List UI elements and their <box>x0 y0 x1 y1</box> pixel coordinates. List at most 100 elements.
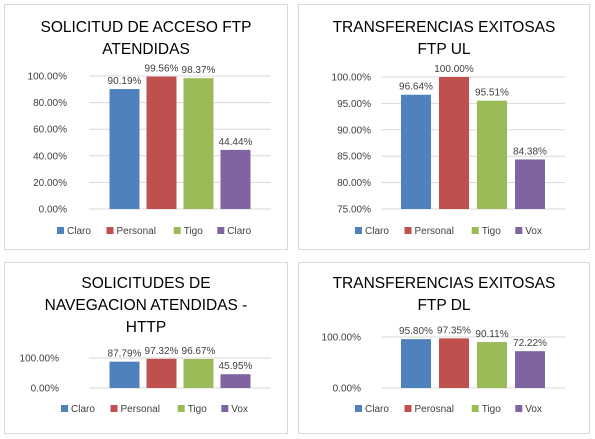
data-label: 45.95% <box>219 361 253 372</box>
legend-label: Claro <box>365 226 389 237</box>
legend-label: Vox <box>525 404 542 415</box>
legend-swatch <box>110 405 118 412</box>
legend-swatch <box>217 227 225 234</box>
chart-svg: 0.00% 100.00% 95.80% 97.35% 90.11% 72.22% Clar… <box>322 325 565 415</box>
data-label: 72.22% <box>513 338 547 349</box>
data-label: 98.37% <box>182 65 216 76</box>
legend-swatch <box>355 227 362 234</box>
y-tick-label: 80.00% <box>337 178 371 189</box>
y-tick-label: 95.00% <box>337 99 371 110</box>
bar-tigo <box>183 78 214 209</box>
y-tick-label: 100.00% <box>332 73 372 84</box>
y-tick-label: 60.00% <box>33 125 67 136</box>
chart-title: SOLICITUDES DE NAVEGACION ATENDIDAS - HT… <box>5 273 287 339</box>
chart-title-line: SOLICITUD DE ACCESO FTP <box>40 19 252 36</box>
bar-perosnal <box>439 338 469 388</box>
data-label: 99.56% <box>145 64 179 75</box>
legend-label: Personal <box>121 404 160 415</box>
data-label: 95.80% <box>399 326 433 337</box>
bar-tigo <box>183 358 214 388</box>
legend-label: Claro <box>67 226 91 237</box>
legend-swatch <box>57 227 64 234</box>
data-label: 100.00% <box>434 64 474 75</box>
data-label: 84.38% <box>513 146 547 157</box>
bar-vox <box>220 374 251 388</box>
bar-vox <box>515 351 545 388</box>
data-label: 90.11% <box>475 329 508 340</box>
y-tick-label: 40.00% <box>33 151 67 162</box>
legend-label: Tigo <box>184 226 204 237</box>
bar-personal <box>146 76 177 209</box>
y-tick-label: 100.00% <box>20 354 60 365</box>
legend-swatch <box>471 227 479 234</box>
legend-swatch <box>177 405 185 412</box>
legend-swatch <box>515 405 523 412</box>
legend-label: Claro <box>365 404 389 415</box>
data-label: 44.44% <box>219 137 253 148</box>
chart-svg: 75.00%80.00%85.00%90.00%95.00%100.00%96.… <box>332 64 565 237</box>
legend-label: Claro <box>71 404 95 415</box>
y-tick-label: 90.00% <box>337 125 371 136</box>
legend-swatch <box>106 227 114 234</box>
legend-swatch <box>173 227 181 234</box>
chart-title: TRANSFERENCIAS EXITOSAS FTP DL <box>299 273 589 317</box>
bar-personal <box>146 358 177 388</box>
chart-title-line: SOLICITUDES DE <box>81 275 211 292</box>
data-label: 96.67% <box>182 346 216 357</box>
chart-panel-ftp-ul: 75.00% 80.00% 85.00% 90.00% 95.00% 100.00% 96.… <box>298 4 590 250</box>
y-tick-label: 100.00% <box>28 72 68 83</box>
chart-title-line: TRANSFERENCIAS EXITOSAS <box>332 19 556 36</box>
legend-swatch <box>471 405 479 412</box>
legend-label: Claro <box>227 226 251 237</box>
chart-svg: 0.00% 20.00% 40.00% 60.00% 80.00% 100.00% 90.1… <box>28 64 271 237</box>
legend-swatch <box>404 405 412 412</box>
bar-claro <box>401 339 431 388</box>
y-tick-label: 0.00% <box>31 384 59 395</box>
legend-swatch <box>221 405 229 412</box>
chart-title: SOLICITUD DE ACCESO FTP ATENDIDAS <box>5 17 287 61</box>
bar-vox <box>515 159 545 209</box>
legend-label: Personal <box>117 226 156 237</box>
y-tick-label: 80.00% <box>33 98 67 109</box>
y-tick-label: 0.00% <box>39 205 67 216</box>
legend-label: Personal <box>415 226 454 237</box>
legend-label: Perosnal <box>415 404 454 415</box>
bar-claro <box>109 89 140 209</box>
legend-swatch <box>355 405 362 412</box>
y-tick-label: 20.00% <box>33 178 67 189</box>
chart-panel-ftp-dl: 0.00% 100.00% 95.80% 97.35% 90.11% 72.22% Clar… <box>298 262 590 434</box>
chart-title-line: TRANSFERENCIAS EXITOSAS <box>332 275 556 292</box>
legend-swatch <box>61 405 68 412</box>
y-tick-label: 75.00% <box>337 205 371 216</box>
legend-label: Tigo <box>188 404 208 415</box>
legend-label: Vox <box>231 404 248 415</box>
legend-swatch <box>515 227 523 234</box>
chart-title-line: HTTP <box>125 319 167 336</box>
legend-label: Vox <box>525 226 542 237</box>
legend-label: Tigo <box>482 226 502 237</box>
chart-panel-http: 0.00% 100.00% 87.79% 97.32% 96.67% 45.95% Clar… <box>4 262 288 434</box>
data-label: 87.79% <box>108 349 142 360</box>
chart-panel-ftp-access: 0.00% 20.00% 40.00% 60.00% 80.00% 100.00% 90.1… <box>4 4 288 250</box>
data-label: 95.51% <box>475 88 509 99</box>
chart-title-line: FTP UL <box>417 41 471 58</box>
bar-tigo <box>477 342 507 388</box>
chart-title-line: NAVEGACION ATENDIDAS - <box>44 297 248 314</box>
bar-claro <box>220 149 251 209</box>
y-tick-label: 0.00% <box>333 384 361 395</box>
bar-tigo <box>477 100 507 209</box>
legend-label: Tigo <box>482 404 502 415</box>
bar-claro <box>401 94 431 209</box>
data-label: 97.35% <box>437 325 471 336</box>
legend-swatch <box>404 227 412 234</box>
bar-claro <box>109 361 140 388</box>
bar-personal <box>439 77 469 209</box>
data-label: 90.19% <box>108 76 142 87</box>
chart-title: TRANSFERENCIAS EXITOSAS FTP UL <box>299 17 589 61</box>
chart-title-line: FTP DL <box>417 297 471 314</box>
chart-svg: 0.00% 100.00% 87.79% 97.32% 96.67%45.95% Clar… <box>20 346 271 415</box>
data-label: 96.64% <box>399 82 433 93</box>
y-tick-label: 85.00% <box>337 152 371 163</box>
chart-title-line: ATENDIDAS <box>102 41 190 58</box>
data-label: 97.32% <box>145 346 179 357</box>
